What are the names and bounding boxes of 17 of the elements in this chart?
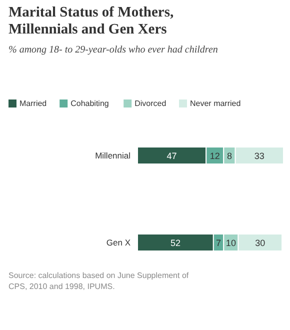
legend-label: Divorced: [134, 99, 166, 108]
data-label: 33: [254, 151, 264, 161]
data-label: 10: [226, 238, 236, 248]
legend-label: Cohabiting: [70, 99, 109, 108]
data-label: 7: [216, 238, 222, 248]
data-label: 8: [226, 151, 232, 161]
y-tick-label: Gen X: [106, 238, 131, 248]
chart-title: Marital Status of Mothers, Millennials and Gen Xers: [8, 4, 174, 38]
data-label: 47: [166, 151, 177, 161]
data-label: 30: [255, 238, 266, 248]
annotation: Source: calculations based on June Supplement of CPS, 2010 and 1998, IPUMS.: [8, 271, 190, 291]
y-tick-label: Millennial: [95, 150, 131, 160]
chart-subtitle: % among 18- to 29-year-olds who ever had children: [8, 44, 218, 56]
data-label: 52: [170, 238, 180, 248]
legend-label: Married: [20, 99, 47, 108]
data-label: 12: [210, 151, 220, 161]
legend-label: Never married: [190, 99, 241, 108]
